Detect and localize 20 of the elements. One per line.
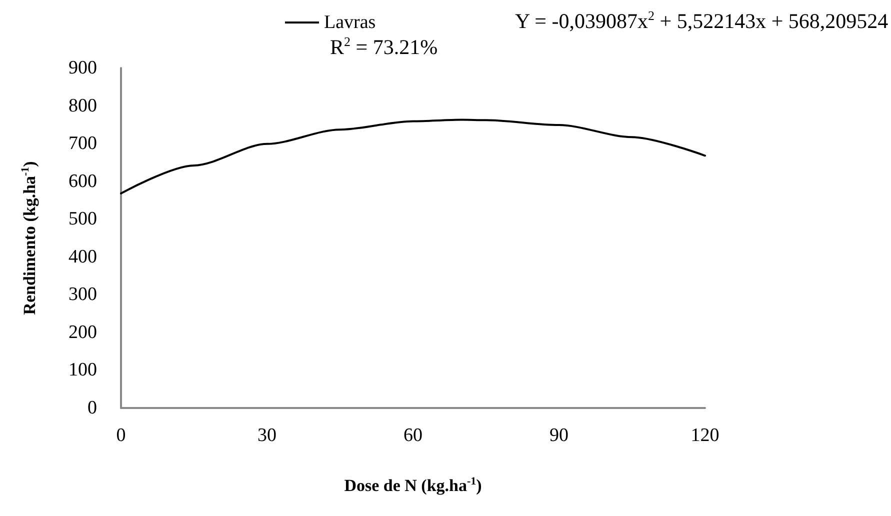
y-tick-label: 800 xyxy=(68,95,97,116)
line-series xyxy=(120,118,706,194)
y-tick-label: 700 xyxy=(68,133,97,154)
x-tick-label: 60 xyxy=(404,425,422,446)
text: R$^{2}$ = 73.21% xyxy=(330,34,438,60)
y-tick-label: 400 xyxy=(68,246,97,268)
x-tick-label: 120 xyxy=(690,425,720,446)
legend-label: Lavras xyxy=(324,12,376,33)
x-tick-label: 0 xyxy=(116,425,126,446)
text: Y = -0,039087x$^{2}$ + 5,522143x + 568,209524 xyxy=(515,8,888,34)
y-tick-label: 900 xyxy=(68,58,97,78)
y-axis-title: Rendimento (kg.ha-1) xyxy=(20,161,39,315)
y-tick-label: 600 xyxy=(68,170,97,192)
y-tick-label: 200 xyxy=(68,322,97,343)
y-tick-label: 0 xyxy=(88,398,97,418)
y-tick-label: 300 xyxy=(68,284,97,306)
x-tick-label: 90 xyxy=(550,425,568,446)
y-tick-label: 100 xyxy=(68,360,97,381)
x-tick-label: 30 xyxy=(258,425,276,446)
y-tick-label: 500 xyxy=(68,208,97,230)
